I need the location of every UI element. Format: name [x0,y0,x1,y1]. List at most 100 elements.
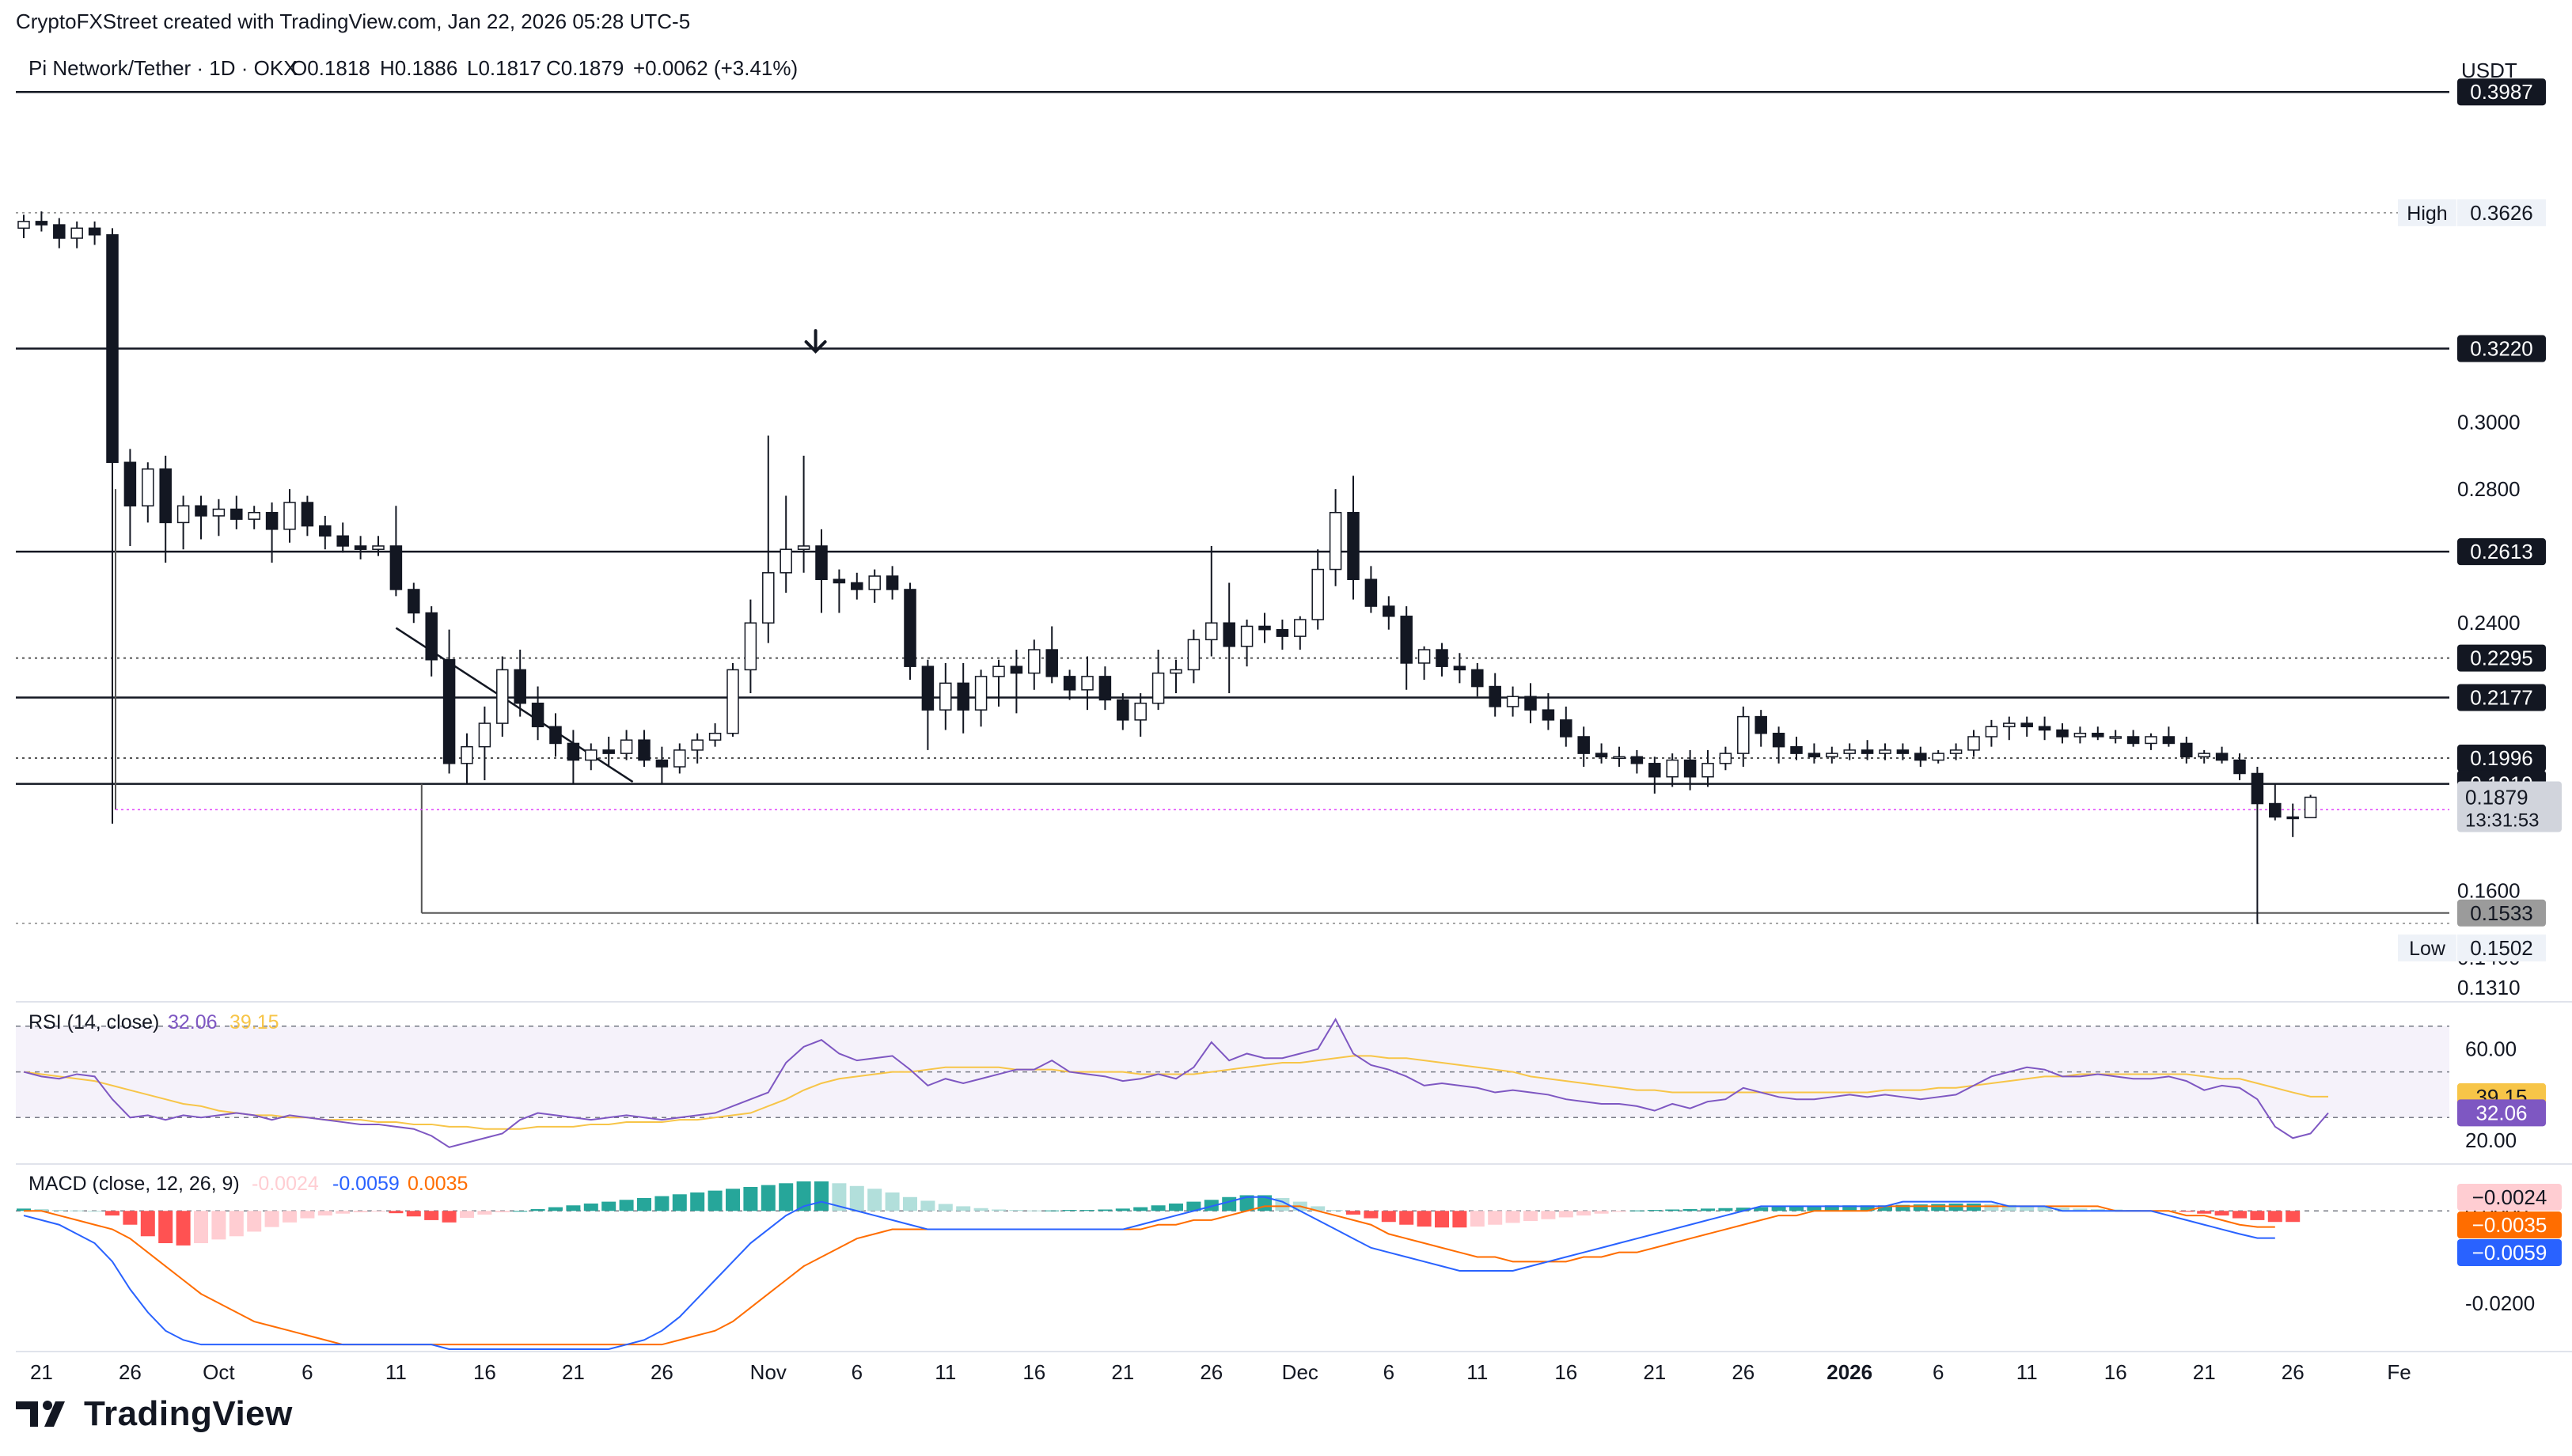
time-tick-label: 2026 [1827,1360,1872,1384]
candle-body [2073,733,2087,737]
macd-histogram-bar [1682,1208,1698,1211]
price-tick-label: 0.1310 [2457,976,2521,999]
macd-histogram-bar [1807,1205,1822,1211]
candle-body [1790,745,1803,754]
candle-body [2038,726,2051,731]
candle-body [1347,511,1360,581]
macd-histogram-bar [2250,1211,2265,1220]
macd-histogram-bar [2001,1204,2016,1211]
macd-line [23,1196,2275,1350]
candle-body [212,508,226,517]
time-tick-label: Dec [1282,1360,1318,1384]
macd-histogram-bar [300,1211,315,1219]
candle-body [2020,722,2033,728]
candle-body [1240,625,1254,647]
time-tick-label: 11 [385,1360,407,1384]
macd-histogram-bar [583,1203,598,1211]
macd-histogram-bar [938,1204,953,1211]
candle-body [1329,511,1342,571]
low-price-label: 0.1502 [2470,936,2533,960]
macd-histogram-bar [601,1201,616,1211]
macd-histogram-bar [1754,1207,1769,1211]
candle-body [1595,753,1608,758]
gray-level-label: 0.1533 [2470,901,2533,925]
candle-body [2198,753,2210,758]
time-tick-label: 26 [119,1360,142,1384]
candle-body [1843,749,1856,754]
candle-body [1737,715,1750,754]
candle-body [780,548,792,574]
candle-body [496,669,509,724]
macd-histogram-bar [17,1208,31,1211]
tradingview-brand[interactable]: TradingView [16,1394,293,1434]
high-price-label: 0.3626 [2470,201,2533,225]
candle-body [1754,715,1767,734]
candle-body [142,468,154,506]
candle-body [1028,649,1041,674]
candle-body [1045,649,1058,677]
candle-body [1098,676,1112,701]
macd-histogram-bar [903,1196,917,1211]
level-price-label: 0.3987 [2470,80,2533,104]
candle-body [1967,736,1980,751]
macd-histogram-bar [1311,1206,1326,1211]
macd-histogram-bar [194,1211,208,1244]
high-price-bg [2457,199,2546,226]
candle-body [1383,605,1395,617]
macd-histogram-bar [1967,1203,1981,1211]
candle-body [1949,749,1963,754]
time-tick-label: 11 [2016,1360,2038,1384]
candle-body [726,669,739,734]
candle-body [301,502,314,527]
candle-body [1258,625,1271,631]
candle-body [123,461,137,506]
macd-histogram-bar [1647,1210,1662,1211]
candle-body [88,227,101,236]
macd-line-value: -0.0059 [332,1173,400,1195]
price-tick-label: 0.2800 [2457,477,2521,501]
macd-histogram-bar [1594,1211,1609,1214]
macd-histogram-bar [1576,1211,1591,1216]
ohlc-low: L0.1817 [467,56,541,80]
candle-body [1914,753,1927,761]
candle-body [921,665,935,711]
candle-body [70,227,83,239]
ohlc-high: H0.1886 [380,56,457,80]
candle-body [1506,696,1519,707]
candle-body [939,682,952,711]
level-price-tag [2457,335,2546,362]
down-arrow-icon [804,329,827,354]
high-tag: High [2407,203,2447,225]
candle-body [886,575,899,590]
candle-body [2233,759,2246,775]
macd-histogram-bar [1417,1211,1432,1227]
rsi-tick-label: 20.00 [2465,1128,2517,1152]
macd-histogram-bar [1984,1204,1999,1211]
candle-body [1364,578,1378,607]
ohlc-open: O0.1818 [291,56,370,80]
macd-histogram-bar [779,1183,794,1211]
candle-body [549,726,562,745]
candle-body [1613,756,1626,760]
candle-body [106,234,119,464]
candle-body [1471,669,1484,688]
candle-body [2269,802,2282,818]
candle-body [2180,742,2193,758]
macd-histogram-bar [743,1186,758,1211]
macd-histogram-bar [1895,1204,1910,1211]
macd-histogram-bar [1239,1195,1254,1211]
macd-tag-label-hist: −0.0024 [2472,1185,2547,1209]
macd-histogram-bar [2055,1208,2069,1211]
macd-histogram-bar [1115,1208,1130,1211]
level-price-tag [2457,78,2546,106]
macd-histogram-bar [2214,1211,2229,1216]
time-tick-label: 16 [473,1360,496,1384]
level-price-tag [2457,644,2546,672]
macd-histogram-bar [726,1189,740,1211]
macd-histogram-bar [1151,1205,1166,1211]
macd-signal-value: 0.0035 [408,1173,468,1195]
candle-body [1524,696,1537,711]
candle-body [957,682,969,711]
candle-body [478,722,491,748]
